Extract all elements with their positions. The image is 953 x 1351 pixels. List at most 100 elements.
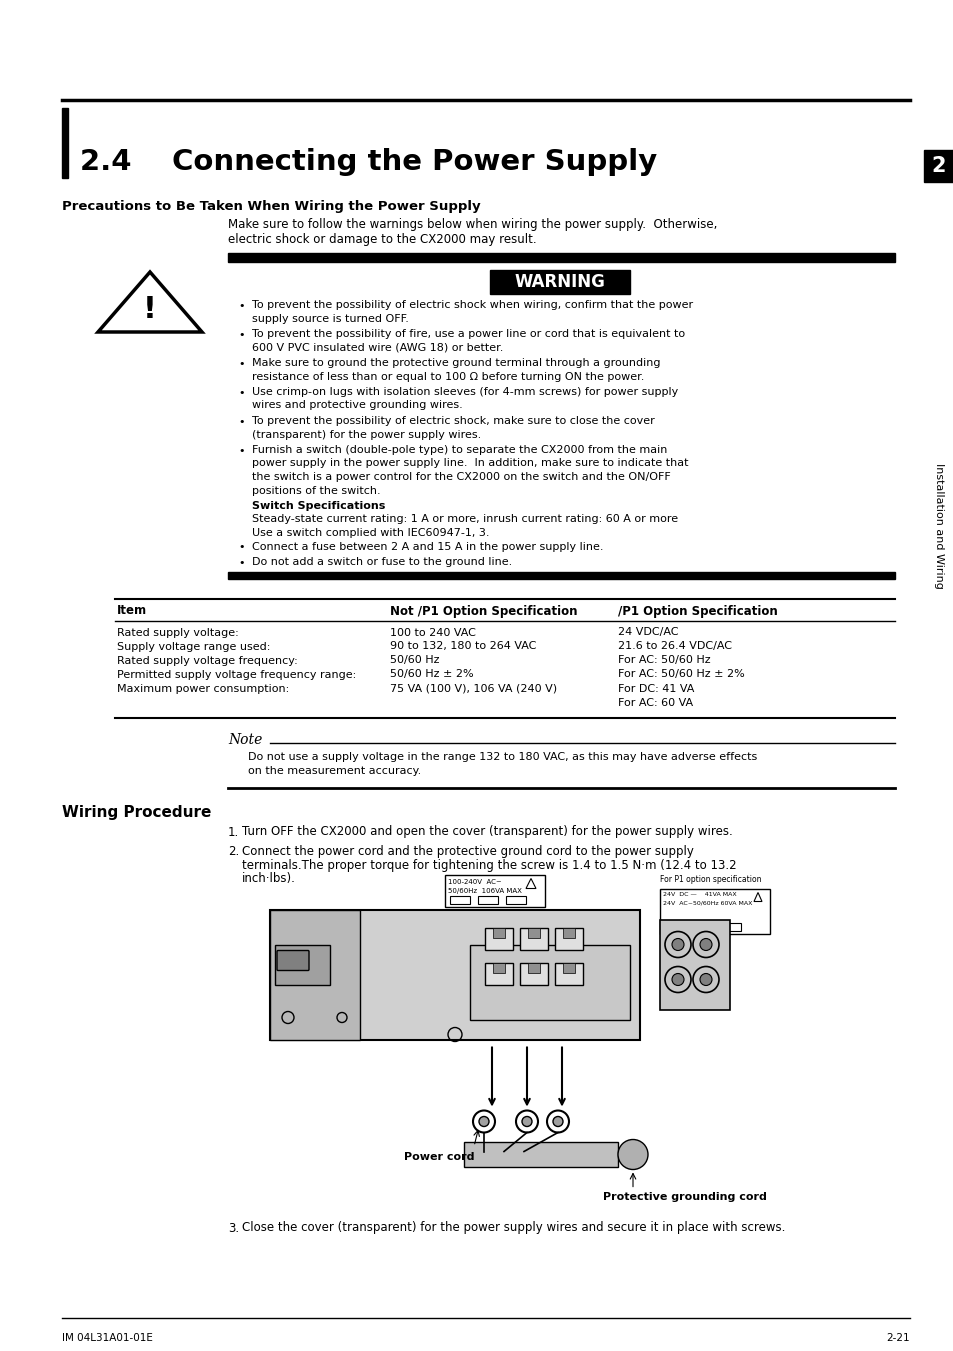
Bar xyxy=(270,909,639,1039)
Text: (transparent) for the power supply wires.: (transparent) for the power supply wires… xyxy=(252,430,480,439)
Bar xyxy=(62,108,68,178)
Bar xyxy=(664,923,684,931)
Text: supply source is turned OFF.: supply source is turned OFF. xyxy=(252,313,409,323)
Circle shape xyxy=(700,974,711,985)
Text: 2.: 2. xyxy=(228,844,239,858)
Bar xyxy=(562,962,575,973)
Bar xyxy=(659,920,729,1009)
Text: Furnish a switch (double-pole type) to separate the CX2000 from the main: Furnish a switch (double-pole type) to s… xyxy=(252,444,667,455)
Text: IM 04L31A01-01E: IM 04L31A01-01E xyxy=(62,1333,152,1343)
Text: For AC: 50/60 Hz ± 2%: For AC: 50/60 Hz ± 2% xyxy=(618,670,744,680)
Text: 2-21: 2-21 xyxy=(885,1333,909,1343)
Text: To prevent the possibility of electric shock, make sure to close the cover: To prevent the possibility of electric s… xyxy=(252,416,654,426)
Text: Supply voltage range used:: Supply voltage range used: xyxy=(117,642,270,651)
Text: •: • xyxy=(237,359,244,369)
Text: Protective grounding cord: Protective grounding cord xyxy=(602,1192,766,1201)
Text: 2.4    Connecting the Power Supply: 2.4 Connecting the Power Supply xyxy=(80,149,657,176)
Bar xyxy=(923,150,953,182)
Text: Permitted supply voltage frequency range:: Permitted supply voltage frequency range… xyxy=(117,670,355,680)
Text: 600 V PVC insulated wire (AWG 18) or better.: 600 V PVC insulated wire (AWG 18) or bet… xyxy=(252,343,503,353)
Bar xyxy=(228,253,894,262)
Text: Do not add a switch or fuse to the ground line.: Do not add a switch or fuse to the groun… xyxy=(252,557,512,567)
Bar xyxy=(484,928,513,950)
Bar xyxy=(505,896,525,904)
Text: Close the cover (transparent) for the power supply wires and secure it in place : Close the cover (transparent) for the po… xyxy=(242,1221,784,1235)
Text: power supply in the power supply line.  In addition, make sure to indicate that: power supply in the power supply line. I… xyxy=(252,458,688,469)
Bar xyxy=(519,928,547,950)
Text: Switch Specifications: Switch Specifications xyxy=(252,501,385,511)
Text: Steady-state current rating: 1 A or more, inrush current rating: 60 A or more: Steady-state current rating: 1 A or more… xyxy=(252,515,678,524)
Text: Connect a fuse between 2 A and 15 A in the power supply line.: Connect a fuse between 2 A and 15 A in t… xyxy=(252,542,603,551)
Bar xyxy=(692,923,712,931)
Text: For DC: 41 VA: For DC: 41 VA xyxy=(618,684,694,693)
Bar xyxy=(470,944,629,1020)
Text: 24V  DC —    41VA MAX: 24V DC — 41VA MAX xyxy=(662,893,736,897)
Text: Do not use a supply voltage in the range 132 to 180 VAC, as this may have advers: Do not use a supply voltage in the range… xyxy=(248,751,757,762)
Text: 100 to 240 VAC: 100 to 240 VAC xyxy=(390,627,476,638)
Text: Rated supply voltage frequency:: Rated supply voltage frequency: xyxy=(117,655,297,666)
Bar xyxy=(477,896,497,904)
Text: Note: Note xyxy=(228,734,262,747)
Text: Make sure to follow the warnings below when wiring the power supply.  Otherwise,: Make sure to follow the warnings below w… xyxy=(228,218,717,246)
Text: Use a switch complied with IEC60947-1, 3.: Use a switch complied with IEC60947-1, 3… xyxy=(252,528,489,538)
Text: •: • xyxy=(237,543,244,553)
Circle shape xyxy=(553,1116,562,1127)
Text: !: ! xyxy=(143,295,157,324)
Text: Installation and Wiring: Installation and Wiring xyxy=(933,463,943,589)
Text: resistance of less than or equal to 100 Ω before turning ON the power.: resistance of less than or equal to 100 … xyxy=(252,372,643,381)
Bar xyxy=(527,928,539,938)
Text: 100-240V  AC~: 100-240V AC~ xyxy=(448,878,501,885)
Text: Power cord: Power cord xyxy=(403,1151,474,1162)
Text: wires and protective grounding wires.: wires and protective grounding wires. xyxy=(252,400,462,411)
Circle shape xyxy=(671,974,683,985)
Circle shape xyxy=(521,1116,532,1127)
Bar xyxy=(444,874,544,907)
Bar xyxy=(555,928,582,950)
Text: Rated supply voltage:: Rated supply voltage: xyxy=(117,627,238,638)
Text: Make sure to ground the protective ground terminal through a grounding: Make sure to ground the protective groun… xyxy=(252,358,659,367)
Bar xyxy=(463,1142,618,1166)
Text: positions of the switch.: positions of the switch. xyxy=(252,485,380,496)
Text: For P1 option specification: For P1 option specification xyxy=(659,874,760,884)
Text: Wiring Procedure: Wiring Procedure xyxy=(62,805,212,820)
Text: 21.6 to 26.4 VDC/AC: 21.6 to 26.4 VDC/AC xyxy=(618,642,731,651)
Bar xyxy=(659,889,769,934)
Text: 24V  AC~50/60Hz 60VA MAX: 24V AC~50/60Hz 60VA MAX xyxy=(662,901,752,905)
Text: To prevent the possibility of fire, use a power line or cord that is equivalent : To prevent the possibility of fire, use … xyxy=(252,330,684,339)
Text: 1.: 1. xyxy=(228,825,239,839)
FancyBboxPatch shape xyxy=(276,951,309,970)
Text: 50/60 Hz: 50/60 Hz xyxy=(390,655,439,666)
Bar xyxy=(562,928,575,938)
Circle shape xyxy=(671,939,683,951)
Text: For AC: 50/60 Hz: For AC: 50/60 Hz xyxy=(618,655,710,666)
Text: 90 to 132, 180 to 264 VAC: 90 to 132, 180 to 264 VAC xyxy=(390,642,536,651)
Text: •: • xyxy=(237,558,244,567)
Bar xyxy=(228,571,894,578)
Bar xyxy=(555,962,582,985)
Bar xyxy=(274,944,330,985)
Text: 2: 2 xyxy=(931,155,945,176)
Text: For AC: 60 VA: For AC: 60 VA xyxy=(618,697,693,708)
Bar xyxy=(527,962,539,973)
Text: •: • xyxy=(237,417,244,427)
Text: inch·lbs).: inch·lbs). xyxy=(242,871,295,885)
Text: Item: Item xyxy=(117,604,147,617)
Bar xyxy=(450,896,470,904)
Text: •: • xyxy=(237,330,244,340)
Text: the switch is a power control for the CX2000 on the switch and the ON/OFF: the switch is a power control for the CX… xyxy=(252,471,670,482)
Text: WARNING: WARNING xyxy=(514,273,605,290)
Text: Use crimp-on lugs with isolation sleeves (for 4-mm screws) for power supply: Use crimp-on lugs with isolation sleeves… xyxy=(252,386,678,397)
Text: •: • xyxy=(237,446,244,457)
Circle shape xyxy=(478,1116,489,1127)
Text: Turn OFF the CX2000 and open the cover (transparent) for the power supply wires.: Turn OFF the CX2000 and open the cover (… xyxy=(242,825,732,839)
Text: 24 VDC/AC: 24 VDC/AC xyxy=(618,627,678,638)
Bar xyxy=(493,962,504,973)
Text: •: • xyxy=(237,388,244,399)
Bar xyxy=(270,909,359,1039)
Text: Connect the power cord and the protective ground cord to the power supply: Connect the power cord and the protectiv… xyxy=(242,844,693,858)
Text: Precautions to Be Taken When Wiring the Power Supply: Precautions to Be Taken When Wiring the … xyxy=(62,200,480,213)
Text: Not /P1 Option Specification: Not /P1 Option Specification xyxy=(390,604,577,617)
Bar xyxy=(720,923,740,931)
Text: 75 VA (100 V), 106 VA (240 V): 75 VA (100 V), 106 VA (240 V) xyxy=(390,684,557,693)
Text: /P1 Option Specification: /P1 Option Specification xyxy=(618,604,777,617)
